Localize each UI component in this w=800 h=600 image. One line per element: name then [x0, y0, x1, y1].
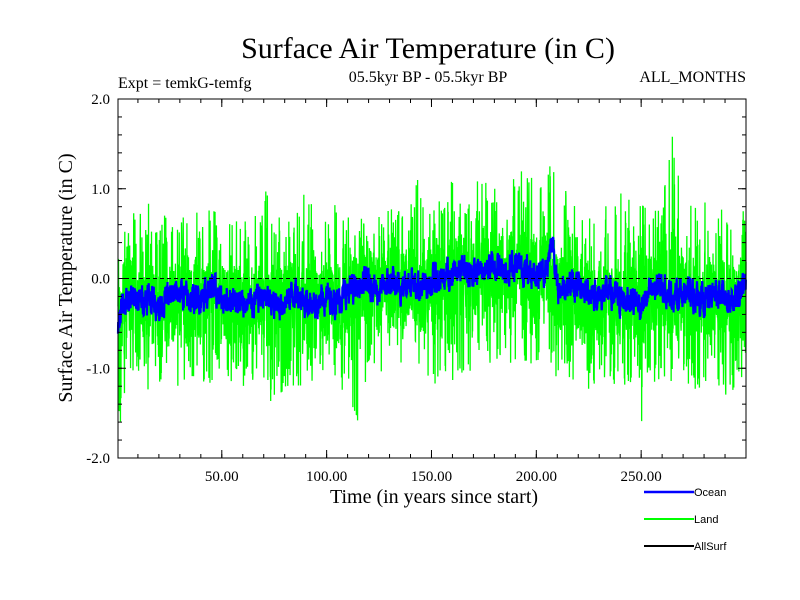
axes-layer: 2.0 1.0 0.0 -1.0 -2.0 50.00 100.00 150.00 200.00… [86, 92, 747, 485]
legend-label-land: Land [694, 514, 718, 526]
x-tick-label: 250.00 [621, 469, 662, 485]
y-tick-label: -1.0 [86, 361, 110, 377]
series-land-line [117, 136, 747, 422]
legend-label-ocean: Ocean [694, 487, 726, 499]
y-axis-title: Surface Air Temperature (in C) [55, 153, 77, 402]
expt-label: Expt = temkG-temfg [118, 75, 251, 92]
chart-title: Surface Air Temperature (in C) [241, 32, 615, 65]
x-tick-label: 100.00 [306, 469, 347, 485]
legend-label-allsurf: AllSurf [694, 541, 727, 553]
x-tick-label: 150.00 [411, 469, 452, 485]
x-tick-label: 50.00 [205, 469, 239, 485]
x-tick-label: 200.00 [516, 469, 557, 485]
series-ocean-line [116, 236, 748, 334]
y-tick-label: 0.0 [91, 272, 110, 288]
y-tick-label: -2.0 [86, 451, 110, 467]
y-tick-label: 1.0 [91, 182, 110, 198]
legend: Ocean Land AllSurf [644, 487, 727, 553]
y-tick-label: 2.0 [91, 92, 110, 108]
period-label: 05.5kyr BP - 05.5kyr BP [349, 69, 508, 86]
months-label: ALL_MONTHS [639, 69, 746, 86]
x-axis-title: Time (in years since start) [330, 486, 538, 508]
plot-layer [116, 136, 748, 422]
